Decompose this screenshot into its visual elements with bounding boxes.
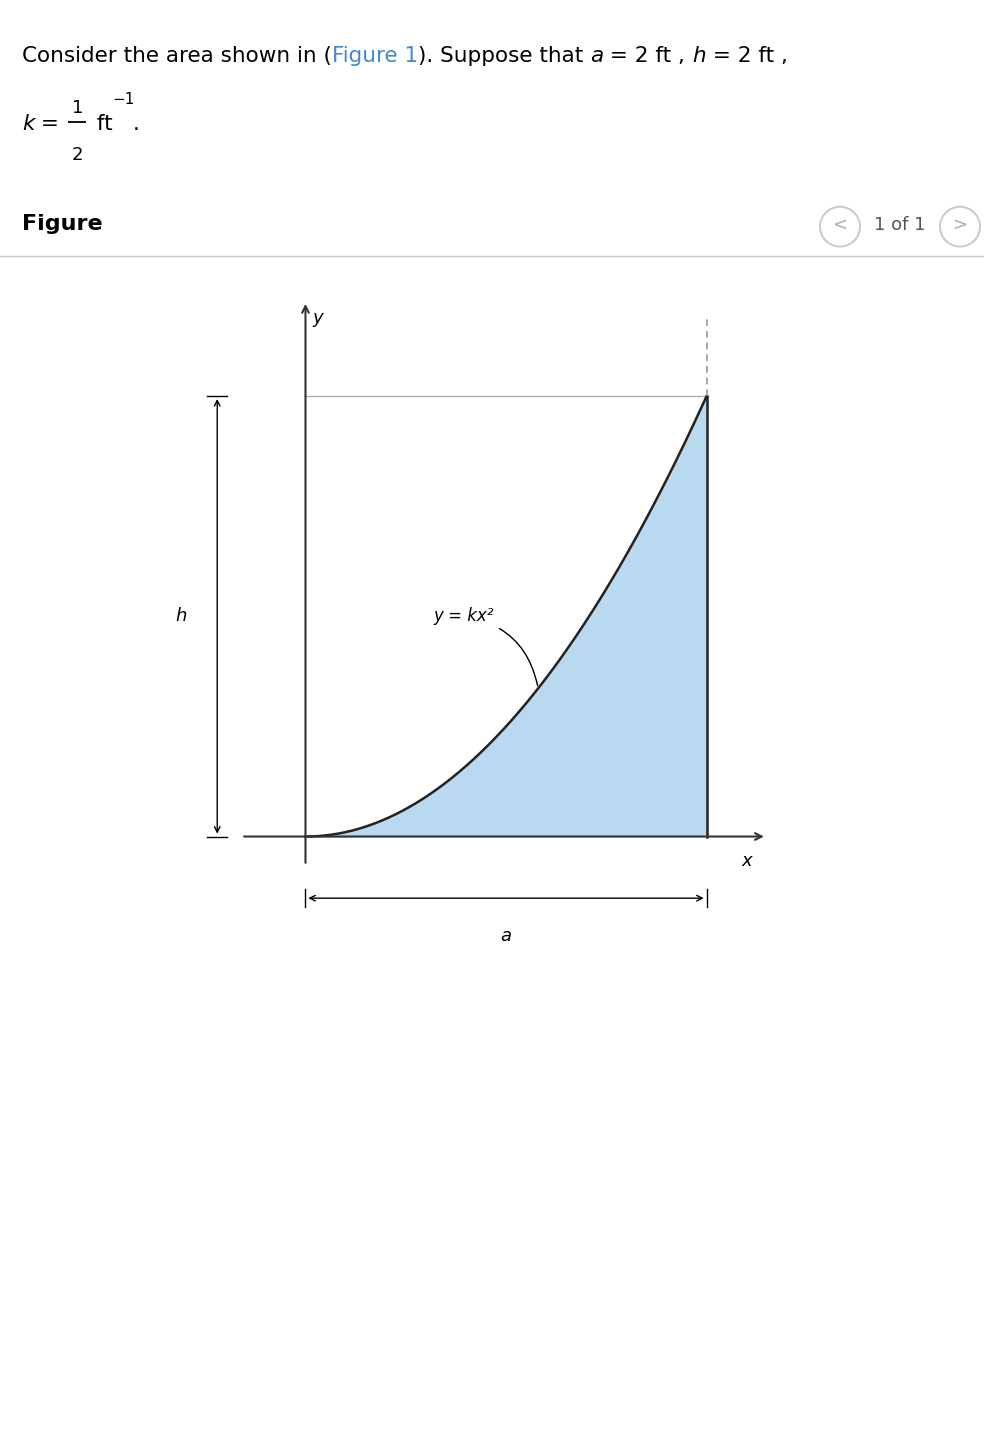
Text: 2: 2 xyxy=(72,146,83,164)
Text: .: . xyxy=(133,113,140,134)
Text: −1: −1 xyxy=(113,92,135,106)
Text: Figure: Figure xyxy=(22,214,102,234)
Text: Figure 1: Figure 1 xyxy=(332,46,418,66)
Text: h: h xyxy=(692,46,706,66)
Text: = 2 ft ,: = 2 ft , xyxy=(706,46,787,66)
Text: k: k xyxy=(22,113,34,134)
Text: x: x xyxy=(741,852,752,870)
Text: <: < xyxy=(832,215,847,234)
Text: 1 of 1: 1 of 1 xyxy=(874,215,926,234)
Text: y: y xyxy=(312,309,323,327)
Text: >: > xyxy=(953,215,967,234)
Text: h: h xyxy=(175,607,187,625)
Text: y = kx²: y = kx² xyxy=(434,607,537,685)
Text: ft: ft xyxy=(91,113,113,134)
Text: ). Suppose that: ). Suppose that xyxy=(418,46,590,66)
Text: = 2 ft ,: = 2 ft , xyxy=(603,46,692,66)
Text: =: = xyxy=(34,113,66,134)
Text: Consider the area shown in (: Consider the area shown in ( xyxy=(22,46,332,66)
Text: a: a xyxy=(501,926,512,945)
Text: a: a xyxy=(590,46,603,66)
Text: 1: 1 xyxy=(72,99,83,116)
